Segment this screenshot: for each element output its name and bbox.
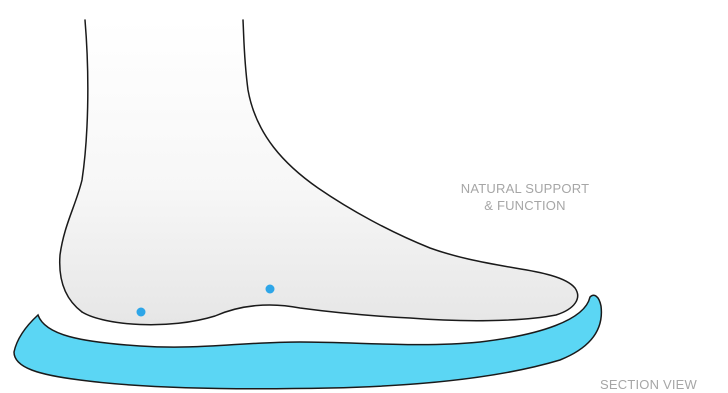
foot-illustration	[59, 20, 578, 325]
support-label-line2: & FUNCTION	[484, 198, 566, 213]
heel-point-icon	[136, 307, 146, 317]
section-view-label: SECTION VIEW	[600, 377, 698, 392]
natural-support-label: NATURAL SUPPORT & FUNCTION	[420, 180, 630, 214]
foot-outline-back	[58, 19, 89, 313]
foot-outline-front	[81, 19, 579, 326]
insole-section	[13, 294, 603, 390]
support-label-line1: NATURAL SUPPORT	[460, 181, 590, 196]
arch-point-icon	[265, 284, 275, 294]
